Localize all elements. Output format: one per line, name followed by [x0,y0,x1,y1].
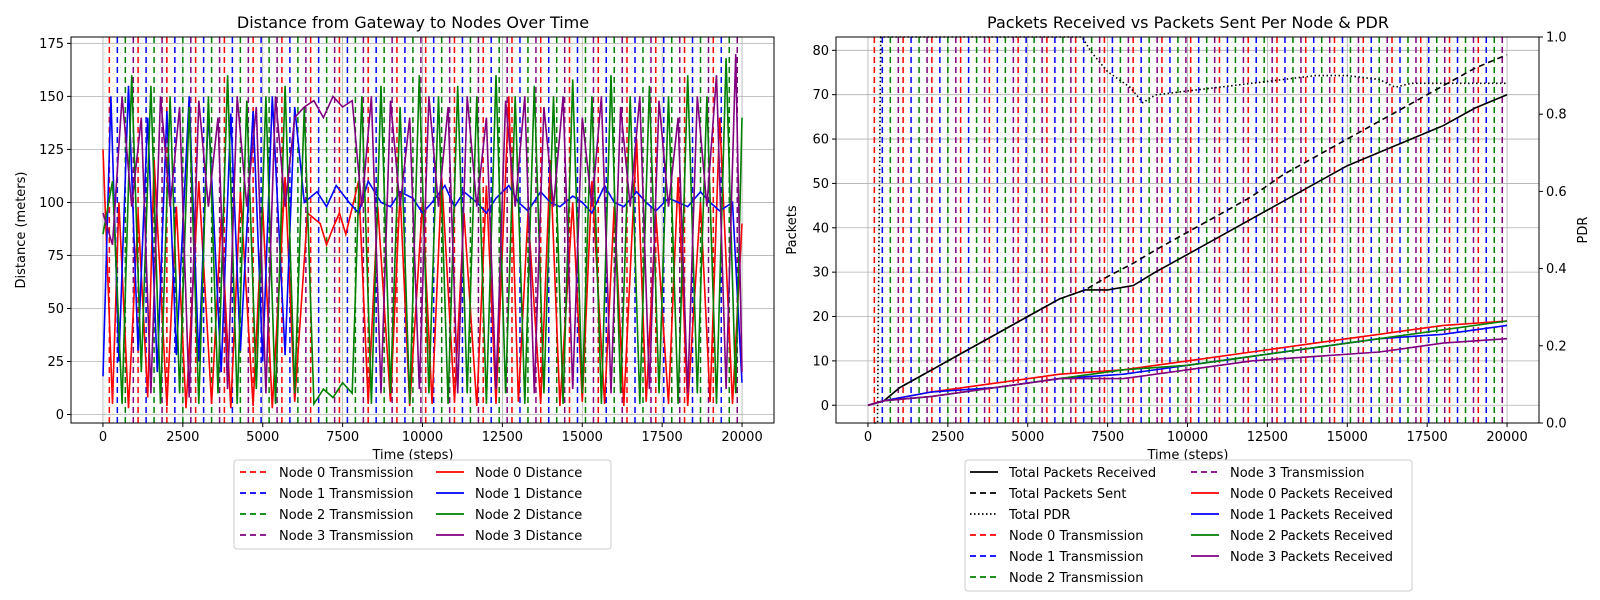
packets-x-tick-label: 10000 [1167,430,1208,445]
distance-chart-title: Distance from Gateway to Nodes Over Time [237,13,589,32]
packets-pdr-tick-label: 0.2 [1546,339,1567,354]
distance-x-tick-label: 2500 [166,430,199,445]
packets-legend-label-node-1-transmission: Node 1 Transmission [1009,550,1143,565]
packets-x-tick-label: 15000 [1327,430,1368,445]
distance-chart-y-ticks: 0 25 50 75 100 125 150 175 [39,37,71,423]
packets-legend-label-total-pdr: Total PDR [1008,508,1070,523]
packets-y-tick-label: 20 [812,310,829,325]
packets-legend-label-node-2-packets-received: Node 2 Packets Received [1230,529,1393,544]
packets-legend-items: Total Packets Received Total Packets Sent… [970,466,1393,586]
distance-chart: Distance from Gateway to Nodes Over Time… [14,13,775,550]
distance-legend-frame [233,459,612,550]
distance-series-node-3-distance [102,53,743,398]
distance-y-tick-label: 25 [47,355,64,370]
distance-x-tick-label: 20000 [721,430,762,445]
packets-y-tick-label: 70 [812,88,829,103]
packets-x-tick-label: 5000 [1011,430,1044,445]
packets-y-tick-label: 80 [812,44,829,59]
packets-y-tick-label: 0 [821,399,829,414]
distance-x-tick-label: 12500 [482,430,523,445]
distance-x-tick-label: 5000 [246,430,279,445]
distance-x-tick-label: 10000 [402,430,443,445]
distance-y-tick-label: 175 [39,37,64,52]
packets-series-total-packets-received [867,93,1508,407]
distance-y-tick-label: 150 [39,90,64,105]
packets-chart: Packets Received vs Packets Sent Per Nod… [785,13,1591,592]
packets-legend-label-node-3-transmission: Node 3 Transmission [1230,466,1364,481]
distance-y-tick-label: 0 [56,408,64,423]
packets-series-total-pdr [874,36,1507,424]
packets-series-node-3-packets-received [867,337,1508,407]
distance-legend-label-node-3-distance: Node 3 Distance [475,529,582,544]
packets-chart-ylabel: Packets [785,205,800,255]
distance-legend-label-node-1-transmission: Node 1 Transmission [279,487,413,502]
packets-legend-label-node-1-packets-received: Node 1 Packets Received [1230,508,1393,523]
distance-y-tick-label: 100 [39,196,64,211]
packets-chart-pdr-label: PDR [1576,217,1591,244]
distance-chart-xlabel: Time (steps) [372,448,454,463]
distance-chart-series [102,53,743,409]
packets-legend-label-total-packets-received: Total Packets Received [1008,466,1156,481]
distance-chart-ylabel: Distance (meters) [14,172,29,289]
distance-chart-frame [70,36,775,424]
distance-x-tick-label: 15000 [562,430,603,445]
distance-legend-label-node-3-transmission: Node 3 Transmission [279,529,413,544]
distance-legend-label-node-0-distance: Node 0 Distance [475,466,582,481]
distance-legend-label-node-2-distance: Node 2 Distance [475,508,582,523]
packets-x-tick-label: 2500 [931,430,964,445]
packets-pdr-tick-label: 0.8 [1546,108,1567,123]
packets-y-tick-label: 60 [812,133,829,148]
packets-y-tick-label: 10 [812,354,829,369]
distance-y-tick-label: 125 [39,143,64,158]
packets-x-tick-label: 17500 [1406,430,1447,445]
packets-y-tick-label: 50 [812,177,829,192]
packets-legend-label-node-3-packets-received: Node 3 Packets Received [1230,550,1393,565]
packets-chart-y-ticks: 0 10 20 30 40 50 60 70 80 [812,44,836,414]
distance-legend-label-node-0-transmission: Node 0 Transmission [279,466,413,481]
packets-legend-frame [964,459,1413,592]
packets-legend-label-node-0-packets-received: Node 0 Packets Received [1230,487,1393,502]
packets-chart-series [867,36,1508,424]
distance-x-tick-label: 7500 [326,430,359,445]
packets-chart-xlabel: Time (steps) [1147,448,1229,463]
packets-pdr-tick-label: 0.4 [1546,262,1567,277]
packets-x-tick-label: 12500 [1247,430,1288,445]
packets-chart-x-ticks: 0 2500 5000 7500 10000 12500 15000 17500 20000 [864,423,1528,445]
packets-chart-title: Packets Received vs Packets Sent Per Nod… [987,13,1389,32]
distance-x-tick-label: 0 [99,430,107,445]
distance-chart-legend: Node 0 Transmission Node 1 Transmission No… [233,459,612,550]
packets-legend-label-node-0-transmission: Node 0 Transmission [1009,529,1143,544]
packets-y-tick-label: 30 [812,266,829,281]
distance-legend-items: Node 0 Transmission Node 1 Transmission No… [240,466,582,544]
distance-legend-label-node-2-transmission: Node 2 Transmission [279,508,413,523]
packets-chart-legend: Total Packets Received Total Packets Sent… [964,459,1413,592]
packets-chart-pdr-ticks: 0.0 0.2 0.4 0.6 0.8 1.0 [1539,31,1567,432]
distance-chart-x-ticks: 0 2500 5000 7500 10000 12500 15000 17500 20000 [99,423,763,445]
distance-y-tick-label: 75 [47,249,64,264]
distance-y-tick-label: 50 [47,302,64,317]
packets-x-tick-label: 7500 [1091,430,1124,445]
packets-legend-label-total-packets-sent: Total Packets Sent [1008,487,1127,502]
packets-pdr-tick-label: 1.0 [1546,31,1567,46]
packets-x-tick-label: 0 [864,430,872,445]
packets-x-tick-label: 20000 [1486,430,1527,445]
packets-pdr-tick-label: 0.6 [1546,185,1567,200]
distance-series-node-1-distance [102,85,743,383]
packets-y-tick-label: 40 [812,221,829,236]
packets-pdr-tick-label: 0.0 [1546,417,1567,432]
packets-legend-label-node-2-transmission: Node 2 Transmission [1009,571,1143,586]
distance-legend-label-node-1-distance: Node 1 Distance [475,487,582,502]
packets-chart-frame [835,36,1540,424]
distance-x-tick-label: 17500 [641,430,682,445]
packets-chart-transmission-lines [873,37,1504,423]
